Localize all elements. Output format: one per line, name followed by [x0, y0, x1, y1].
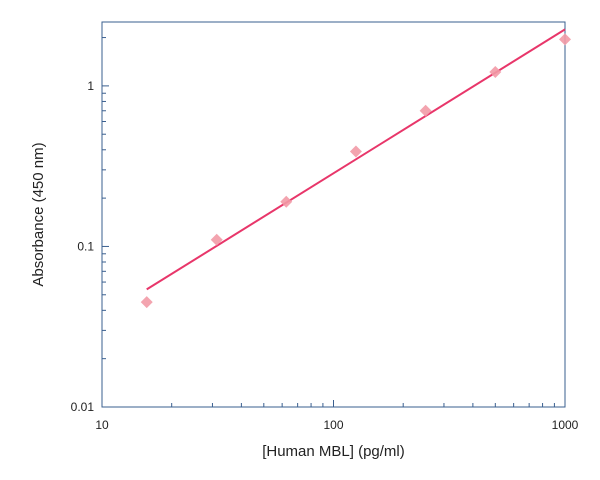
- data-point: [559, 33, 571, 46]
- x-tick-label: 100: [323, 418, 343, 432]
- x-tick-label: 1000: [552, 418, 579, 432]
- y-tick-label: 1: [87, 79, 94, 93]
- x-axis-title: [Human MBL] (pg/ml): [262, 443, 405, 460]
- y-axis-ticks: [102, 37, 109, 408]
- data-point: [489, 66, 502, 79]
- y-tick-label: 0.1: [77, 239, 94, 253]
- fit-line: [146, 28, 566, 291]
- data-point: [280, 195, 293, 208]
- x-tick-label: 10: [95, 418, 109, 432]
- x-axis-ticks: [101, 400, 566, 407]
- data-point: [140, 296, 153, 309]
- data-point: [349, 145, 362, 158]
- y-tick-label: 0.01: [71, 400, 95, 414]
- y-axis-title: Absorbance (450 nm): [30, 142, 47, 286]
- data-points: [140, 33, 571, 309]
- data-point: [419, 104, 432, 117]
- data-point: [210, 233, 223, 246]
- x-tick-labels: 10 100 1000: [95, 418, 578, 432]
- fit-line-layer: [146, 28, 566, 291]
- plot-frame: [101, 21, 566, 408]
- y-tick-labels: 1 0.1 0.01: [71, 79, 95, 414]
